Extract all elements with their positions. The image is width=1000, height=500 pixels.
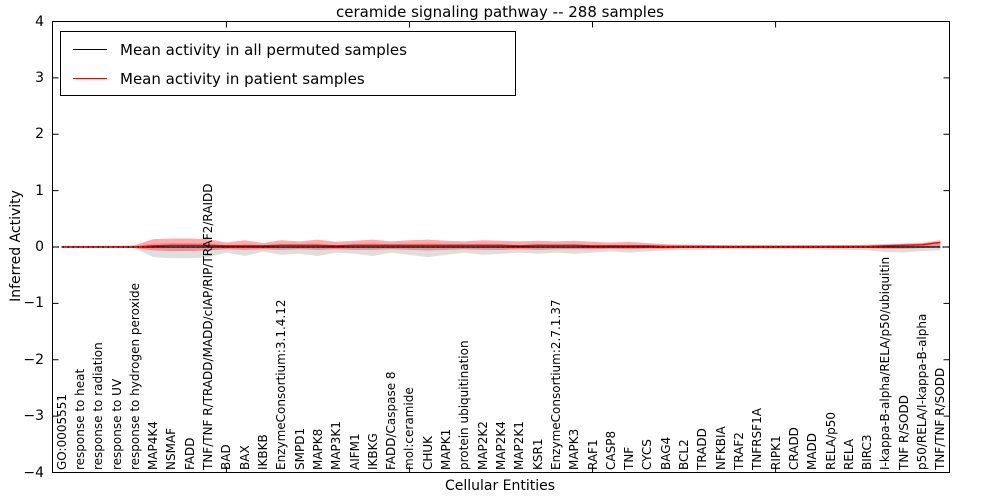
x-category-label: response to heat [72, 368, 87, 470]
y-tick-label: 3 [35, 69, 44, 86]
x-category-label: RELA [841, 438, 856, 470]
x-category-label: TNFRSF1A [750, 408, 765, 470]
y-tick-label: −4 [23, 464, 44, 481]
x-category-label: MAP3K1 [329, 421, 344, 470]
legend: Mean activity in all permuted samples Me… [60, 31, 516, 96]
x-category-label: RAF1 [585, 439, 600, 470]
x-category-label: TNF [622, 446, 637, 470]
x-category-label: mol:ceramide [402, 387, 417, 470]
x-category-label: BAX [237, 445, 252, 470]
x-category-label: CRADD [786, 427, 801, 470]
x-category-label: MAP2K4 [494, 421, 508, 470]
x-category-label: CASP8 [603, 430, 618, 470]
x-category-label: AIFM1 [347, 433, 362, 470]
x-category-label: GO:0005551 [54, 393, 69, 470]
x-category-label: protein ubiquitination [457, 340, 472, 470]
permuted-line-swatch [73, 49, 107, 50]
y-tick-label: −2 [23, 351, 44, 368]
x-category-label: CHUK [420, 435, 435, 470]
legend-label-permuted: Mean activity in all permuted samples [120, 40, 407, 59]
y-tick-label: 1 [35, 182, 44, 199]
x-category-label: TNF R/SODD [896, 395, 911, 470]
chart-title: ceramide signaling pathway -- 288 sample… [335, 3, 664, 21]
legend-label-patient: Mean activity in patient samples [120, 69, 365, 88]
x-category-label: MAP2K1 [512, 421, 527, 470]
y-tick-label: −1 [23, 295, 44, 312]
x-category-label: TNF/TNF R/TRADD/MADD/cIAP/RIP/TRAF2/RAID… [201, 183, 216, 471]
patient-line-swatch [73, 78, 107, 79]
x-category-label: response to UV [109, 378, 124, 470]
legend-entry-patient: Mean activity in patient samples [61, 64, 365, 93]
x-category-label: BCL2 [677, 439, 692, 470]
x-category-label: MAPK1 [439, 428, 454, 470]
x-category-label: TNF/TNF R/SODD [933, 367, 948, 470]
x-category-label: IKBKG [365, 433, 380, 470]
x-category-label: I-kappa-B-alpha/RELA/p50/ubiquitin [878, 256, 893, 470]
x-category-label: BIRC3 [860, 434, 875, 470]
y-tick-label: 4 [35, 13, 44, 30]
x-category-label: TRAF2 [731, 432, 746, 470]
x-category-label: RIPK1 [768, 435, 783, 470]
x-category-label: MAP2K2 [475, 421, 490, 470]
x-category-label: BAD [219, 444, 234, 470]
x-category-label: EnzymeConsortium:3.1.4.12 [274, 299, 289, 470]
legend-entry-permuted: Mean activity in all permuted samples [61, 35, 407, 64]
x-category-label: MADD [805, 432, 820, 470]
x-category-label: NFKBIA [713, 426, 728, 470]
x-category-label: MAPK3 [567, 428, 582, 470]
x-category-label: MAPK8 [310, 428, 325, 470]
x-category-label: IKBKB [256, 434, 271, 470]
x-axis-label: Cellular Entities [444, 478, 556, 494]
x-category-label: response to hydrogen peroxide [127, 282, 142, 470]
x-category-label: NSMAF [164, 427, 179, 470]
x-category-label: KSR1 [530, 438, 545, 470]
y-tick-label: 2 [35, 126, 44, 143]
x-category-label: response to radiation [91, 342, 106, 470]
x-category-label: SMPD1 [292, 427, 307, 470]
y-tick-label: 0 [35, 239, 44, 255]
x-category-label: EnzymeConsortium:2.7.1.37 [548, 299, 563, 470]
x-category-label: MAP4K4 [146, 421, 161, 470]
y-tick-label: −3 [23, 408, 44, 425]
x-category-label: FADD/Caspase 8 [384, 371, 399, 470]
x-category-label: BAG4 [658, 436, 673, 470]
x-category-label: FADD [182, 437, 197, 471]
x-category-label: p50/RELA/I-kappa-B-alpha [915, 313, 930, 470]
x-category-label: TRADD [695, 428, 710, 470]
x-category-label: RELA/p50 [823, 411, 838, 470]
x-category-label: CYCS [640, 439, 655, 470]
